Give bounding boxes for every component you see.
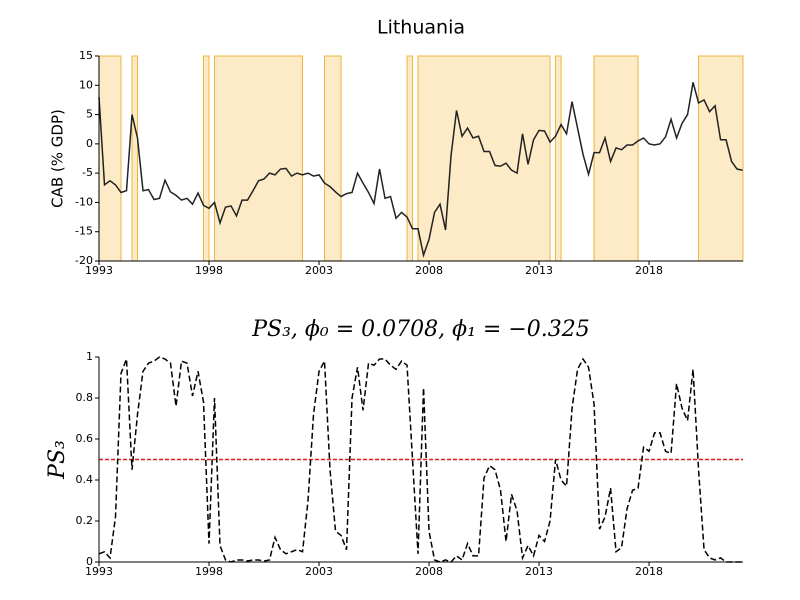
data-line [98,356,743,563]
x-tick-label: 2018 [635,565,663,578]
x-tick-label: 2003 [305,565,333,578]
regime-band [131,55,139,262]
y-axis-label: CAB (% GDP) [49,109,67,208]
y-tick-label: 10 [79,78,93,91]
x-tick-label: 1993 [85,565,113,578]
y-tick-label: 15 [79,49,93,62]
x-tick-label: 2013 [525,264,553,277]
y-tick-label: -20 [75,254,93,267]
y-tick-label: 0 [86,555,93,568]
chart-title: PS₃, ϕ₀ = 0.0708, ϕ₁ = −0.325 [251,317,590,342]
regime-band [324,55,342,262]
regime-band [555,55,562,262]
y-tick-label: 5 [86,108,93,121]
x-tick-label: 2008 [415,565,443,578]
y-tick-label: 0.6 [76,432,94,445]
regime-band [406,55,414,262]
y-tick-label: -15 [75,225,93,238]
y-tick-label: 0 [86,137,93,150]
regime-band [214,55,304,262]
x-tick-label: 1998 [195,565,223,578]
y-tick-label: -10 [75,195,93,208]
chart-title: Lithuania [377,17,465,39]
y-axis-label: PS₃ [45,440,70,480]
x-tick-label: 2003 [305,264,333,277]
x-tick-label: 1998 [195,264,223,277]
y-tick-label: 0.4 [76,473,94,486]
regime-band [417,55,551,262]
y-tick-label: 0.8 [76,391,94,404]
y-tick-label: 1 [86,350,93,363]
regime-band [698,55,744,262]
regime-band [203,55,210,262]
y-tick-label: -5 [82,166,93,179]
x-tick-label: 2013 [525,565,553,578]
x-tick-label: 1993 [85,264,113,277]
x-tick-label: 2008 [415,264,443,277]
data-line [98,82,743,258]
x-tick-label: 2018 [635,264,663,277]
regime-band [593,55,639,262]
y-tick-label: 0.2 [76,514,94,527]
